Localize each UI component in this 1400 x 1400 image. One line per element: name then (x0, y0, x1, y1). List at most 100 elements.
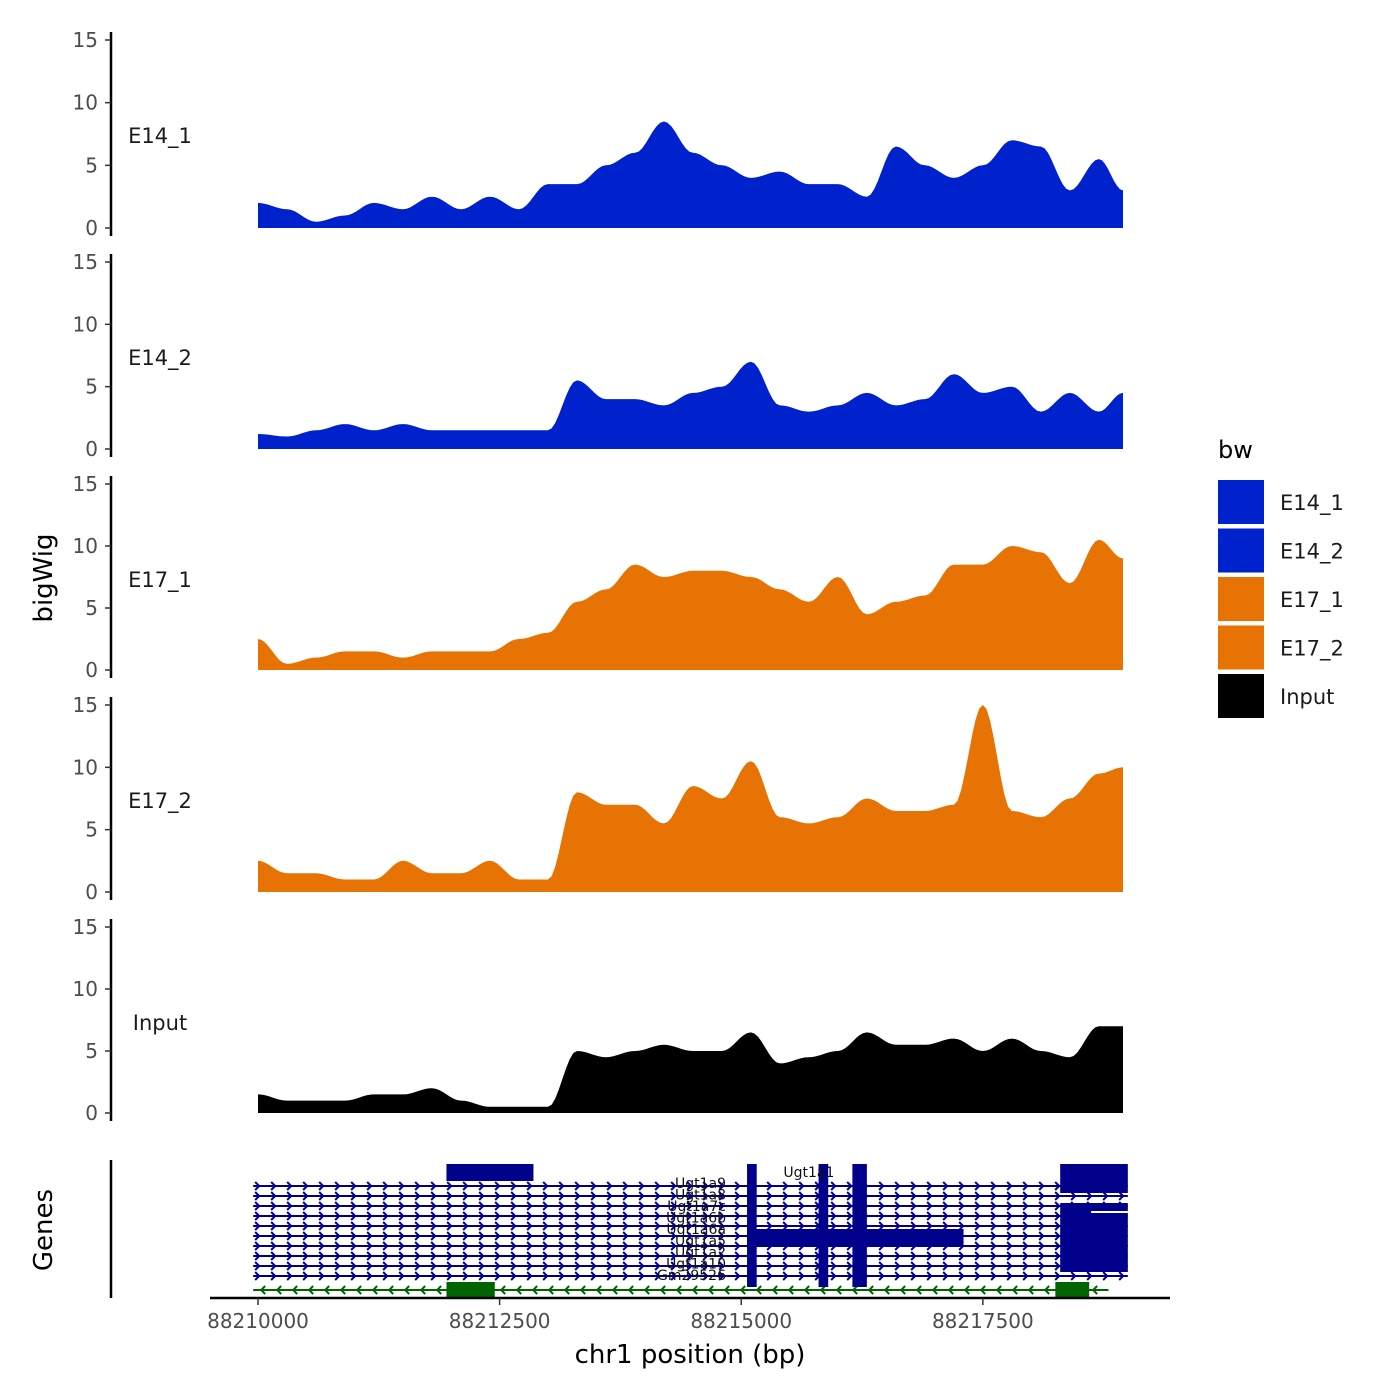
strand-arrow-minus (803, 1285, 810, 1295)
strand-arrow (878, 1211, 885, 1221)
strand-arrow (830, 1211, 837, 1221)
strand-arrow (590, 1201, 597, 1211)
strand-arrow (606, 1231, 613, 1241)
strand-arrow (302, 1191, 309, 1201)
strand-arrow-minus (531, 1285, 538, 1295)
strand-arrow (494, 1231, 501, 1241)
strand-arrow (542, 1241, 549, 1251)
strand-arrow (830, 1261, 837, 1271)
strand-arrow (526, 1211, 533, 1221)
strand-arrow (974, 1251, 981, 1261)
strand-arrow (638, 1261, 645, 1271)
strand-arrow (702, 1181, 709, 1191)
strand-arrow (462, 1251, 469, 1261)
strand-arrow-minus (323, 1285, 330, 1295)
strand-arrow (334, 1191, 341, 1201)
strand-arrow (958, 1251, 965, 1261)
strand-arrow (718, 1261, 725, 1271)
strand-arrow (478, 1221, 485, 1231)
strand-arrow (686, 1251, 693, 1261)
exon (747, 1229, 964, 1246)
strand-arrow (974, 1241, 981, 1251)
strand-arrow (1054, 1201, 1061, 1211)
strand-arrow (542, 1211, 549, 1221)
strand-arrow (638, 1271, 645, 1281)
strand-arrow-minus (595, 1285, 602, 1295)
y-tick-label: 5 (85, 818, 98, 842)
strand-arrow (638, 1231, 645, 1241)
strand-arrow (414, 1231, 421, 1241)
strand-arrow (718, 1221, 725, 1231)
strand-arrow (1006, 1211, 1013, 1221)
strand-arrow (1054, 1241, 1061, 1251)
strand-arrow (382, 1251, 389, 1261)
strand-arrow (398, 1201, 405, 1211)
strand-arrow (398, 1251, 405, 1261)
strand-arrow (302, 1211, 309, 1221)
strand-arrow (846, 1261, 853, 1271)
strand-arrow (910, 1221, 917, 1231)
strand-arrow (686, 1211, 693, 1221)
strand-arrow-minus (339, 1285, 346, 1295)
strand-arrow (910, 1251, 917, 1261)
strand-arrow-minus (995, 1285, 1002, 1295)
strand-arrow (1006, 1241, 1013, 1251)
strand-arrow (718, 1271, 725, 1281)
strand-arrow (606, 1211, 613, 1221)
strand-arrow (1022, 1251, 1029, 1261)
strand-arrow (798, 1181, 805, 1191)
strand-arrow (494, 1261, 501, 1271)
strand-arrow (526, 1201, 533, 1211)
legend-title: bw (1218, 436, 1253, 464)
strand-arrow (990, 1241, 997, 1251)
strand-arrow (1022, 1271, 1029, 1281)
strand-arrow (414, 1241, 421, 1251)
strand-arrow (270, 1271, 277, 1281)
strand-arrow (590, 1191, 597, 1201)
strand-arrow (558, 1221, 565, 1231)
strand-arrow (798, 1251, 805, 1261)
strand-arrow (846, 1251, 853, 1261)
strand-arrow (974, 1191, 981, 1201)
strand-arrow (526, 1181, 533, 1191)
strand-arrow (830, 1191, 837, 1201)
strand-arrow (878, 1181, 885, 1191)
strand-arrow (446, 1181, 453, 1191)
strand-arrow (334, 1231, 341, 1241)
strand-arrow (366, 1271, 373, 1281)
gene-label: Ugt1a8 (675, 1188, 726, 1204)
strand-arrow (638, 1191, 645, 1201)
strand-arrow (686, 1221, 693, 1231)
strand-arrow (654, 1241, 661, 1251)
y-tick-label: 15 (73, 472, 98, 496)
strand-arrow (286, 1221, 293, 1231)
strand-arrow (1022, 1221, 1029, 1231)
y-tick-label: 0 (85, 1101, 98, 1125)
strand-arrow (302, 1251, 309, 1261)
strand-arrow (462, 1191, 469, 1201)
strand-arrow (270, 1191, 277, 1201)
strand-arrow (606, 1241, 613, 1251)
strand-arrow (302, 1231, 309, 1241)
strand-arrow (574, 1241, 581, 1251)
strand-arrow (558, 1241, 565, 1251)
y-tick-label: 5 (85, 375, 98, 399)
exon (446, 1164, 534, 1181)
strand-arrow (1038, 1241, 1045, 1251)
strand-arrow (302, 1181, 309, 1191)
strand-arrow (782, 1181, 789, 1191)
strand-arrow (398, 1261, 405, 1271)
strand-arrow (1118, 1271, 1125, 1281)
strand-arrow (910, 1181, 917, 1191)
strand-arrow (446, 1201, 453, 1211)
strand-arrow (1038, 1211, 1045, 1221)
strand-arrow-minus (723, 1285, 730, 1295)
strand-arrow (734, 1191, 741, 1201)
strand-arrow (990, 1271, 997, 1281)
y-tick-label: 0 (85, 658, 98, 682)
strand-arrow-minus (1011, 1285, 1018, 1295)
strand-arrow (798, 1221, 805, 1231)
strand-arrow (462, 1221, 469, 1231)
strand-arrow (462, 1231, 469, 1241)
strand-arrow (766, 1181, 773, 1191)
